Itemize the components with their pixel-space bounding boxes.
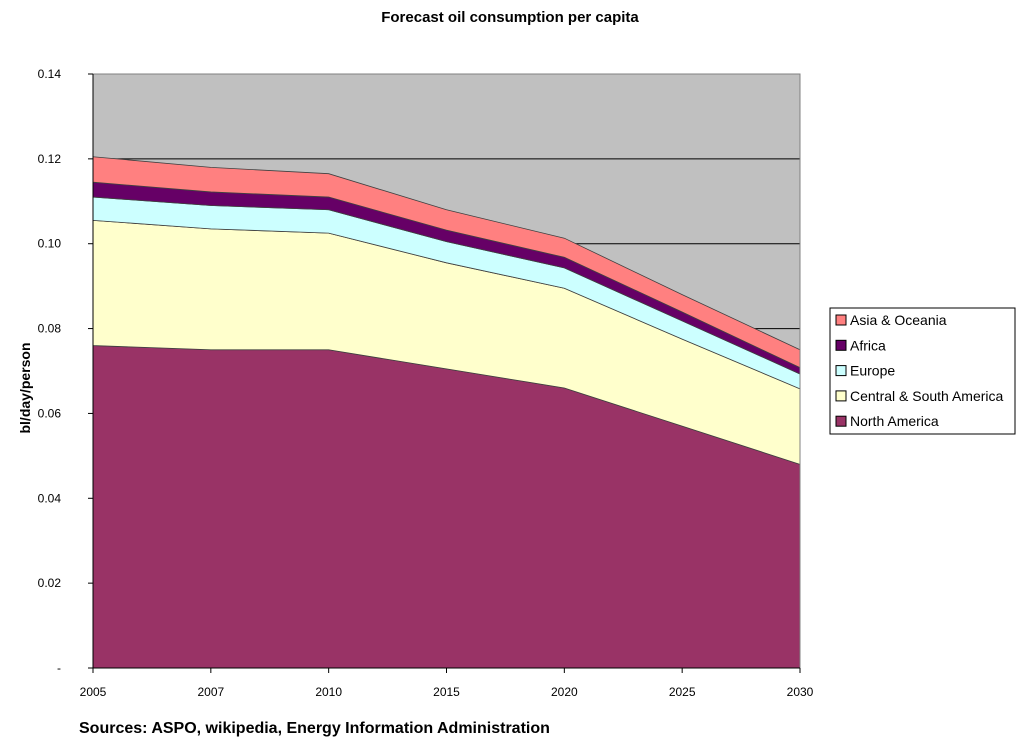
x-tick-label: 2005 (80, 685, 107, 699)
y-tick-labels: - 0.02 0.04 0.06 0.08 0.10 0.12 0.14 (38, 67, 62, 675)
x-tick-label: 2010 (315, 685, 342, 699)
x-tick-label: 2025 (669, 685, 696, 699)
y-tick-label: 0.10 (38, 237, 62, 251)
x-tick-label: 2015 (433, 685, 460, 699)
legend-label-north-america: North America (850, 413, 939, 429)
y-axis-label: bl/day/person (17, 342, 33, 433)
x-tick-label: 2030 (787, 685, 814, 699)
legend-swatch-central-south-america (835, 390, 847, 402)
y-tick-label: 0.08 (38, 322, 62, 336)
y-tick-label: 0.02 (38, 576, 62, 590)
legend-swatch-north-america (835, 415, 847, 427)
legend-swatch-europe (835, 365, 847, 377)
y-tick-label: 0.04 (38, 491, 62, 505)
legend-swatch-asia-oceania (835, 314, 847, 326)
legend-label-europe: Europe (850, 363, 895, 379)
legend-swatch-africa (835, 339, 847, 351)
y-tick-label: 0.12 (38, 152, 62, 166)
y-tick-label: 0.06 (38, 406, 62, 420)
chart-title: Forecast oil consumption per capita (381, 9, 639, 26)
legend: Asia & Oceania Africa Europe Central & Sout… (829, 307, 1016, 435)
source-note: Sources: ASPO, wikipedia, Energy Informa… (79, 720, 550, 737)
y-tick-label: 0.14 (38, 67, 62, 81)
y-tick-label: - (57, 661, 61, 675)
legend-label-asia-oceania: Asia & Oceania (850, 312, 947, 328)
axes (88, 73, 801, 673)
x-tick-labels: 2005 2007 2010 2015 2020 2025 2030 (80, 685, 814, 699)
legend-label-central-south-america: Central & South America (850, 388, 1004, 404)
legend-label-africa: Africa (850, 337, 886, 353)
x-tick-label: 2007 (197, 685, 224, 699)
legend-box (829, 307, 1016, 435)
x-tick-label: 2020 (551, 685, 578, 699)
